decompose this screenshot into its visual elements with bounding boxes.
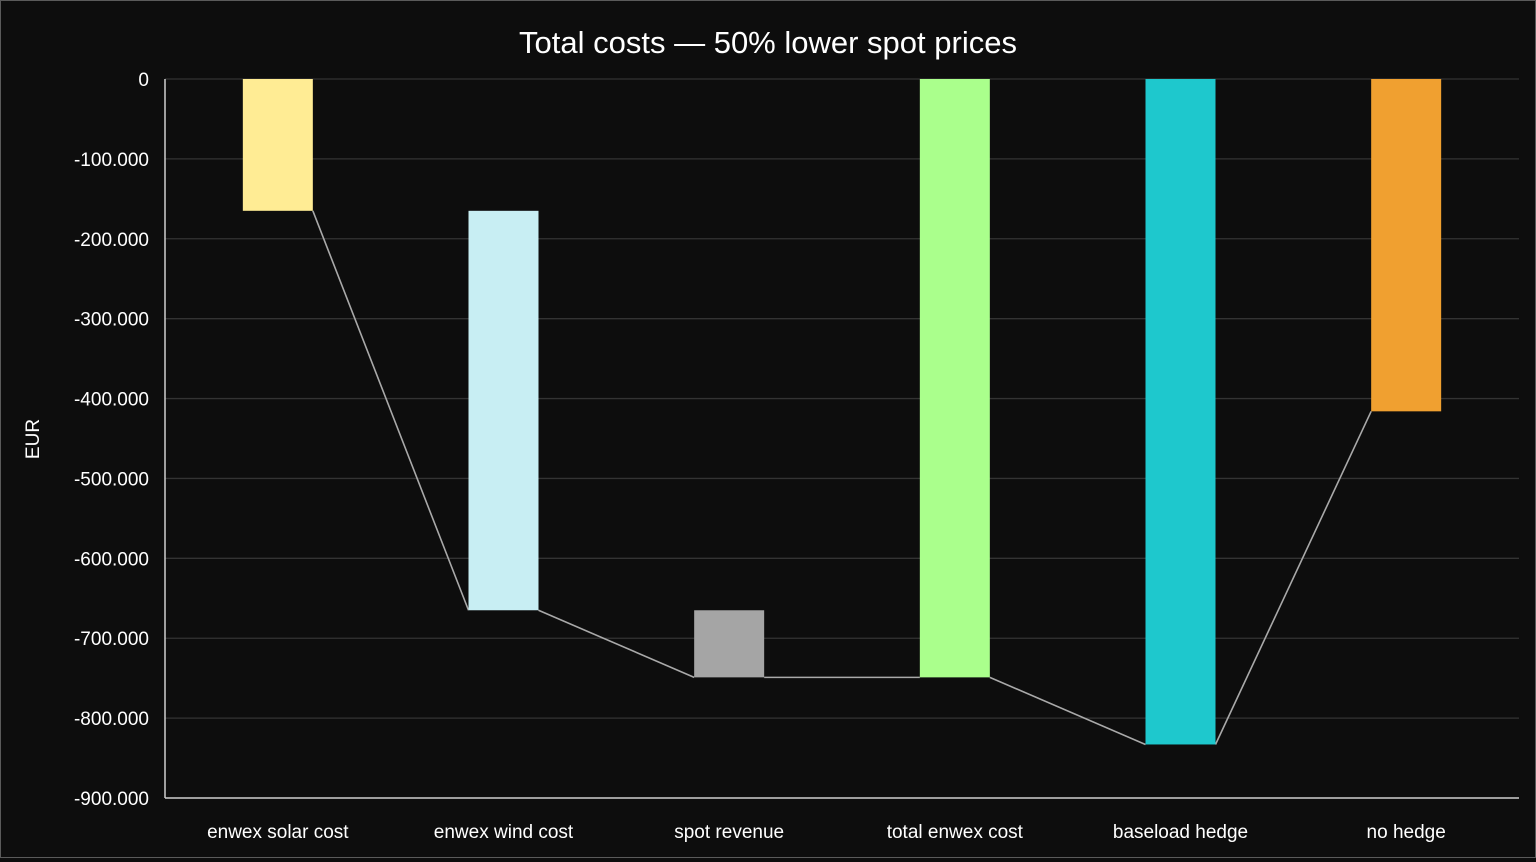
y-tick-label: -800.000 — [74, 709, 149, 730]
y-tick-labels: 0 -100.000 -200.000 -300.000 -400.000 -500.00… — [74, 70, 149, 810]
x-category-labels: enwex solar cost enwex wind cost spot reve… — [207, 822, 1446, 843]
y-tick-label: -900.000 — [74, 789, 149, 810]
bar-total-enwex-cost — [919, 79, 990, 678]
connector-line — [1214, 410, 1372, 745]
axes — [164, 79, 1519, 799]
y-tick-label: -200.000 — [74, 230, 149, 251]
gridlines — [165, 78, 1519, 719]
y-tick-label: -300.000 — [74, 310, 149, 331]
y-tick-label: 0 — [138, 70, 149, 91]
connector-line — [312, 210, 470, 611]
x-category-label: total enwex cost — [887, 822, 1024, 843]
bar-spot-revenue — [694, 610, 765, 678]
y-tick-label: -500.000 — [74, 469, 149, 490]
bar-no-hedge — [1371, 79, 1442, 412]
x-category-label: enwex solar cost — [207, 822, 349, 843]
y-tick-label: -100.000 — [74, 150, 149, 171]
y-axis-label: EUR — [23, 419, 44, 459]
bar-enwex-wind-cost — [468, 210, 539, 611]
x-category-label: no hedge — [1367, 822, 1446, 843]
y-tick-label: -700.000 — [74, 629, 149, 650]
connector-line — [989, 676, 1146, 746]
bars — [242, 79, 1442, 745]
chart-title: Total costs — 50% lower spot prices — [519, 25, 1017, 60]
x-category-label: baseload hedge — [1113, 822, 1248, 843]
x-category-label: enwex wind cost — [434, 822, 574, 843]
connector-lines — [312, 210, 1372, 746]
x-category-label: spot revenue — [674, 822, 784, 843]
connector-line — [538, 609, 695, 679]
y-tick-label: -400.000 — [74, 390, 149, 411]
y-tick-label: -600.000 — [74, 549, 149, 570]
bar-baseload-hedge — [1145, 79, 1216, 745]
bar-enwex-solar-cost — [242, 79, 313, 211]
